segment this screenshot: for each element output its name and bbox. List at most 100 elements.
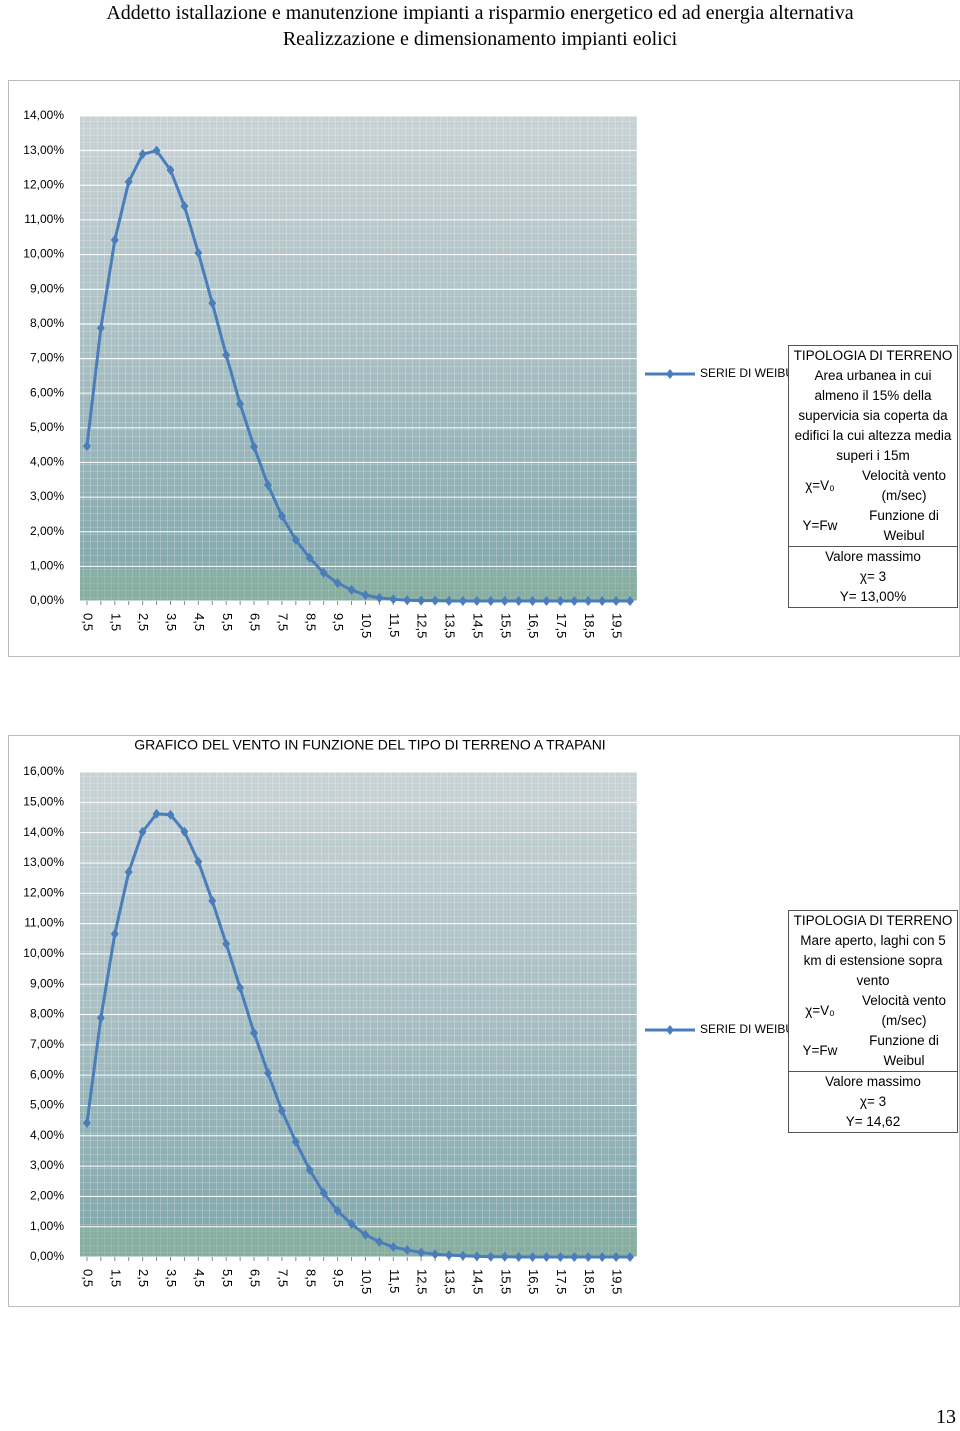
marker: [222, 938, 231, 949]
marker: [389, 1241, 398, 1252]
series-line: [85, 812, 631, 1259]
info-text: Velocità vento (m/sec): [861, 468, 947, 503]
marker: [96, 1012, 105, 1023]
info-symbol: Y=Fw: [802, 1043, 838, 1058]
y-tick-label: 16,00%: [23, 764, 64, 778]
marker: [528, 596, 537, 606]
info-max-y: Y= 13,00%: [839, 589, 907, 604]
x-tick-label: 18,5: [582, 1269, 597, 1294]
series-line: [85, 148, 631, 603]
header-line: Realizzazione e dimensionamento impianti…: [282, 28, 678, 50]
info-max-x: χ= 3: [859, 1094, 887, 1109]
marker: [542, 1252, 551, 1262]
y-tick-label: 12,00%: [23, 177, 64, 191]
y-tick-label: 6,00%: [30, 1067, 64, 1081]
info-row: χ=V₀ Velocità vento (m/sec): [789, 466, 957, 506]
y-tick-label: 5,00%: [30, 420, 64, 434]
x-tick-label: 17,5: [554, 613, 569, 638]
info-row: Y=Fw Funzione di Weibul: [789, 1031, 957, 1071]
header-line: Addetto istallazione e manutenzione impi…: [106, 2, 854, 24]
marker: [556, 596, 565, 606]
marker: [445, 1250, 454, 1261]
x-tick-label: 12,5: [415, 613, 430, 638]
info-text: Funzione di Weibul: [869, 1033, 939, 1068]
x-tick-label: 8,5: [303, 613, 318, 631]
chart: GRAFICO DEL VENTO IN FUNZIONE DEL TIPO D…: [23, 737, 808, 1295]
marker: [291, 535, 300, 546]
marker: [124, 867, 133, 878]
y-tick-label: 2,00%: [30, 524, 64, 538]
x-tick-label: 8,5: [303, 1269, 318, 1287]
y-tick-label: 0,00%: [30, 1249, 64, 1263]
info-symbol: χ=V₀: [805, 1003, 835, 1018]
x-tick-label: 6,5: [248, 613, 263, 631]
legend-marker: [666, 1025, 674, 1035]
marker: [403, 1245, 412, 1256]
x-tick-label: 0,5: [81, 613, 96, 631]
marker: [403, 595, 412, 606]
marker: [138, 149, 147, 160]
marker: [458, 596, 467, 606]
y-tick-label: 10,00%: [23, 946, 64, 960]
info-symbol: Y=Fw: [802, 518, 838, 533]
marker: [486, 1251, 495, 1262]
marker: [514, 1252, 523, 1262]
marker: [417, 1247, 426, 1258]
y-tick-label: 13,00%: [23, 855, 64, 869]
marker: [375, 1236, 384, 1247]
y-tick-label: 4,00%: [30, 455, 64, 469]
info-max-x: χ= 3: [859, 569, 887, 584]
x-tick-label: 19,5: [610, 1269, 625, 1294]
info-heading: TIPOLOGIA DI TERRENO: [793, 348, 953, 363]
info-heading: TIPOLOGIA DI TERRENO: [793, 913, 953, 928]
x-tick-label: 11,5: [387, 613, 402, 637]
marker: [500, 1251, 509, 1262]
marker: [472, 596, 481, 606]
info-max-y: Y= 14,62: [845, 1114, 901, 1129]
x-tick-label: 0,5: [81, 1269, 96, 1287]
marker: [250, 441, 259, 452]
y-tick-label: 10,00%: [23, 247, 64, 261]
y-tick-label: 15,00%: [23, 794, 64, 808]
y-tick-label: 1,00%: [30, 559, 64, 573]
x-tick-label: 12,5: [415, 1269, 430, 1294]
marker: [375, 592, 384, 603]
info-description: Area urbanea in cui almeno il 15% della …: [794, 368, 952, 463]
x-tick-label: 7,5: [275, 613, 290, 631]
x-tick-label: 1,5: [108, 1269, 123, 1287]
marker: [194, 856, 203, 867]
marker: [542, 596, 551, 606]
marker: [361, 1229, 370, 1240]
legend-label: SERIE DI WEIBULL: [700, 1022, 808, 1036]
marker: [208, 298, 217, 309]
y-tick-label: 2,00%: [30, 1189, 64, 1203]
marker: [236, 398, 245, 409]
marker: [110, 235, 119, 246]
marker: [319, 567, 328, 578]
x-tick-label: 4,5: [192, 613, 207, 631]
marker: [319, 1188, 328, 1199]
marker: [612, 596, 621, 606]
marker: [138, 826, 147, 837]
y-tick-label: 14,00%: [23, 825, 64, 839]
marker: [222, 350, 231, 361]
marker: [180, 201, 189, 212]
marker: [347, 584, 356, 595]
marker: [263, 479, 272, 490]
marker: [166, 165, 175, 176]
marker: [277, 511, 286, 522]
marker: [417, 595, 426, 606]
marker: [236, 982, 245, 993]
marker: [305, 1165, 314, 1176]
marker: [528, 1252, 537, 1262]
x-tick-label: 18,5: [582, 613, 597, 638]
marker: [96, 323, 105, 334]
marker: [166, 809, 175, 820]
x-tick-label: 16,5: [526, 1269, 541, 1294]
y-tick-label: 7,00%: [30, 1037, 64, 1051]
marker: [389, 594, 398, 605]
info-box: TIPOLOGIA DI TERRENO Area urbanea in cui …: [788, 345, 958, 608]
marker: [208, 895, 217, 906]
chart-title: GRAFICO DEL VENTO IN FUNZIONE DEL TIPO D…: [134, 737, 605, 753]
